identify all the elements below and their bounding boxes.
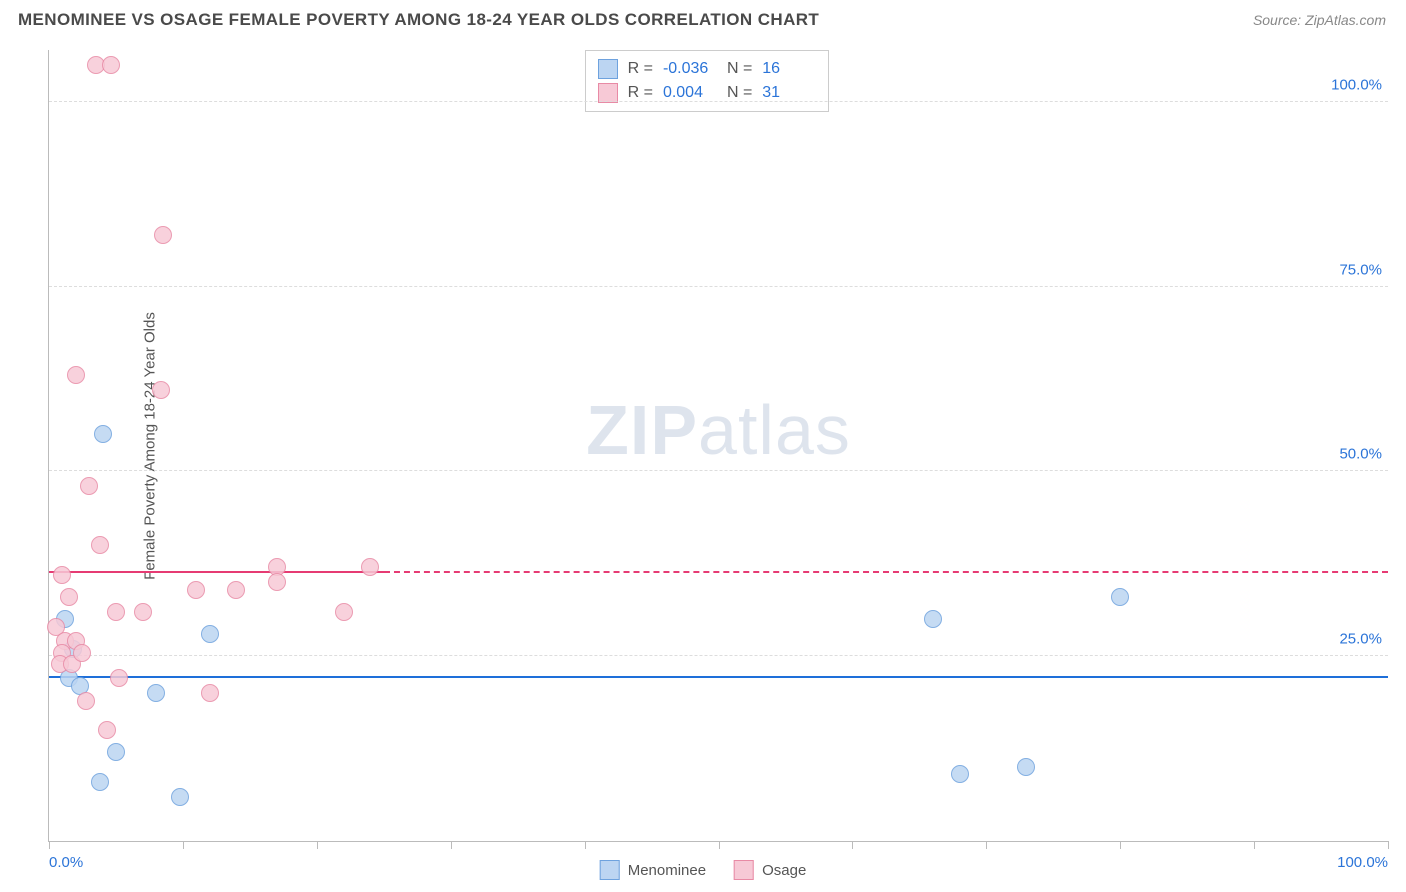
data-point-osage (361, 558, 379, 576)
x-tick (585, 841, 586, 849)
watermark-bold: ZIP (586, 391, 698, 469)
data-point-osage (110, 669, 128, 687)
data-point-osage (134, 603, 152, 621)
data-point-osage (268, 573, 286, 591)
source-name: ZipAtlas.com (1305, 12, 1386, 28)
trend-line-menominee (49, 676, 1388, 679)
data-point-osage (53, 566, 71, 584)
gridline-h (49, 286, 1388, 287)
chart-title: MENOMINEE VS OSAGE FEMALE POVERTY AMONG … (18, 10, 819, 30)
legend-n-label: N = (727, 60, 752, 78)
data-point-menominee (1111, 588, 1129, 606)
watermark-rest: atlas (698, 391, 851, 469)
x-tick (49, 841, 50, 849)
x-tick-label: 0.0% (49, 854, 83, 871)
legend-swatch (598, 59, 618, 79)
watermark: ZIPatlas (586, 390, 851, 470)
data-point-osage (67, 366, 85, 384)
data-point-menominee (951, 765, 969, 783)
data-point-osage (335, 603, 353, 621)
gridline-h (49, 470, 1388, 471)
data-point-menominee (1017, 758, 1035, 776)
series-legend-item: Menominee (600, 860, 706, 880)
y-tick-label: 25.0% (1339, 631, 1382, 648)
legend-swatch (600, 860, 620, 880)
legend-row: R = -0.036 N = 16 (598, 57, 817, 81)
data-point-osage (227, 581, 245, 599)
legend-r-label: R = (628, 84, 653, 102)
source-attribution: Source: ZipAtlas.com (1253, 12, 1386, 28)
data-point-osage (60, 588, 78, 606)
legend-r-value: 0.004 (663, 84, 717, 102)
legend-r-value: -0.036 (663, 60, 717, 78)
series-legend-item: Osage (734, 860, 806, 880)
x-tick (183, 841, 184, 849)
x-tick-label: 100.0% (1337, 854, 1388, 871)
legend-r-label: R = (628, 60, 653, 78)
x-tick (719, 841, 720, 849)
trend-dash-osage (384, 571, 1388, 573)
data-point-osage (187, 581, 205, 599)
data-point-menominee (91, 773, 109, 791)
data-point-menominee (107, 743, 125, 761)
gridline-h (49, 655, 1388, 656)
data-point-osage (77, 692, 95, 710)
x-tick (986, 841, 987, 849)
plot-area: ZIPatlas R = -0.036 N = 16 R = 0.004 N = 31 25.… (48, 50, 1388, 842)
data-point-osage (107, 603, 125, 621)
y-tick-label: 100.0% (1331, 76, 1382, 93)
x-tick (1388, 841, 1389, 849)
source-prefix: Source: (1253, 12, 1305, 28)
x-tick (1254, 841, 1255, 849)
data-point-osage (98, 721, 116, 739)
data-point-menominee (201, 625, 219, 643)
x-tick (852, 841, 853, 849)
data-point-osage (80, 477, 98, 495)
data-point-osage (73, 644, 91, 662)
legend-n-label: N = (727, 84, 752, 102)
data-point-osage (201, 684, 219, 702)
legend-swatch (734, 860, 754, 880)
data-point-osage (102, 56, 120, 74)
correlation-legend: R = -0.036 N = 16 R = 0.004 N = 31 (585, 50, 830, 112)
data-point-osage (152, 381, 170, 399)
y-tick-label: 50.0% (1339, 446, 1382, 463)
data-point-osage (91, 536, 109, 554)
legend-n-value: 16 (762, 60, 816, 78)
series-legend: Menominee Osage (600, 860, 807, 880)
gridline-h (49, 101, 1388, 102)
y-tick-label: 75.0% (1339, 261, 1382, 278)
trend-line-osage (49, 571, 384, 573)
x-tick (451, 841, 452, 849)
data-point-osage (154, 226, 172, 244)
data-point-menominee (94, 425, 112, 443)
data-point-menominee (924, 610, 942, 628)
plot-wrapper: Female Poverty Among 18-24 Year Olds ZIP… (48, 50, 1388, 842)
x-tick (317, 841, 318, 849)
legend-n-value: 31 (762, 84, 816, 102)
series-legend-label: Osage (762, 862, 806, 879)
data-point-menominee (147, 684, 165, 702)
data-point-menominee (171, 788, 189, 806)
series-legend-label: Menominee (628, 862, 706, 879)
x-tick (1120, 841, 1121, 849)
chart-header: MENOMINEE VS OSAGE FEMALE POVERTY AMONG … (0, 0, 1406, 36)
